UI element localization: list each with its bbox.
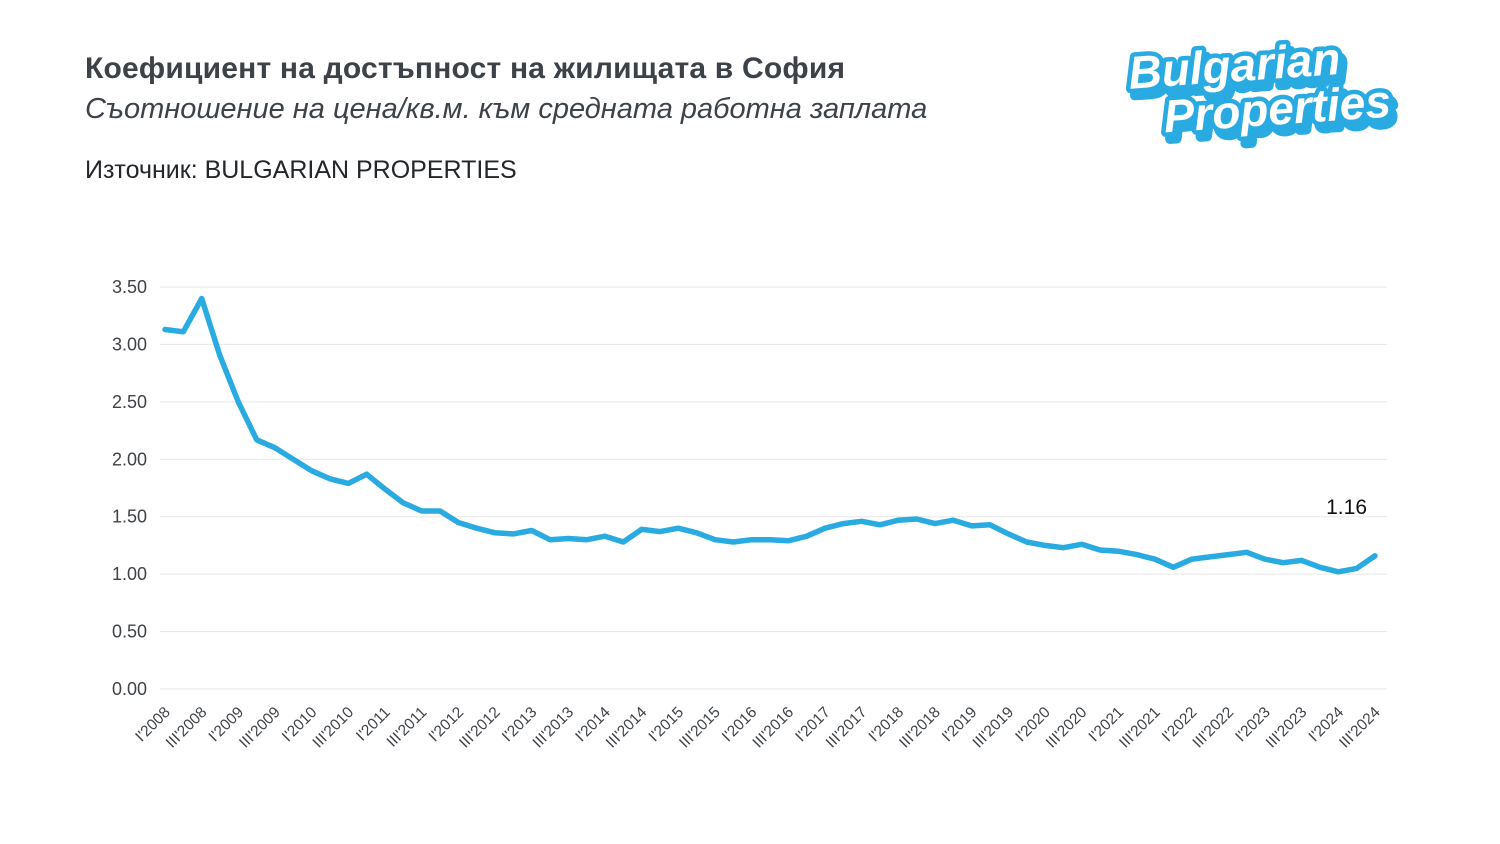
x-tick-label: III'2021 bbox=[1116, 704, 1164, 752]
x-tick-label: III'2012 bbox=[456, 704, 504, 752]
y-tick-label: 0.50 bbox=[112, 622, 147, 642]
y-tick-label: 2.00 bbox=[112, 449, 147, 469]
y-tick-label: 1.00 bbox=[112, 564, 147, 584]
chart-header: Коефициент на достъпност на жилищата в С… bbox=[85, 52, 927, 185]
series-line bbox=[162, 295, 1378, 575]
x-tick-label: III'2023 bbox=[1263, 704, 1311, 752]
y-tick-label: 3.00 bbox=[112, 334, 147, 354]
x-tick-label: III'2014 bbox=[603, 704, 651, 752]
y-tick-label: 3.50 bbox=[112, 277, 147, 297]
x-tick-label: III'2013 bbox=[530, 704, 578, 752]
brand-logo-svg: Bulgarian Properties Bulgarian Propertie… bbox=[1122, 28, 1402, 155]
y-tick-label: 2.50 bbox=[112, 392, 147, 412]
x-tick-label: III'2009 bbox=[236, 704, 284, 752]
x-tick-label: III'2016 bbox=[750, 704, 798, 752]
y-tick-label: 1.50 bbox=[112, 507, 147, 527]
x-tick-label: III'2008 bbox=[163, 704, 211, 752]
x-tick-label: III'2022 bbox=[1190, 704, 1238, 752]
x-tick-label: III'2018 bbox=[896, 704, 944, 752]
y-tick-label: 0.00 bbox=[112, 679, 147, 699]
page-title: Коефициент на достъпност на жилищата в С… bbox=[85, 52, 846, 85]
x-tick-label: III'2020 bbox=[1043, 704, 1091, 752]
x-tick-label: III'2010 bbox=[310, 704, 358, 752]
x-tick-label: III'2011 bbox=[384, 704, 431, 751]
page-subtitle: Съотношение на цена/кв.м. към средната р… bbox=[85, 93, 928, 125]
x-tick-label: III'2015 bbox=[676, 704, 724, 752]
last-value-label: 1.16 bbox=[1326, 496, 1367, 519]
x-tick-label: III'2017 bbox=[823, 704, 871, 752]
brand-logo: Bulgarian Properties Bulgarian Propertie… bbox=[1118, 24, 1448, 164]
x-tick-label: III'2024 bbox=[1336, 704, 1384, 752]
source-label: Източник: BULGARIAN PROPERTIES bbox=[85, 156, 517, 184]
x-tick-label: III'2019 bbox=[970, 704, 1018, 752]
